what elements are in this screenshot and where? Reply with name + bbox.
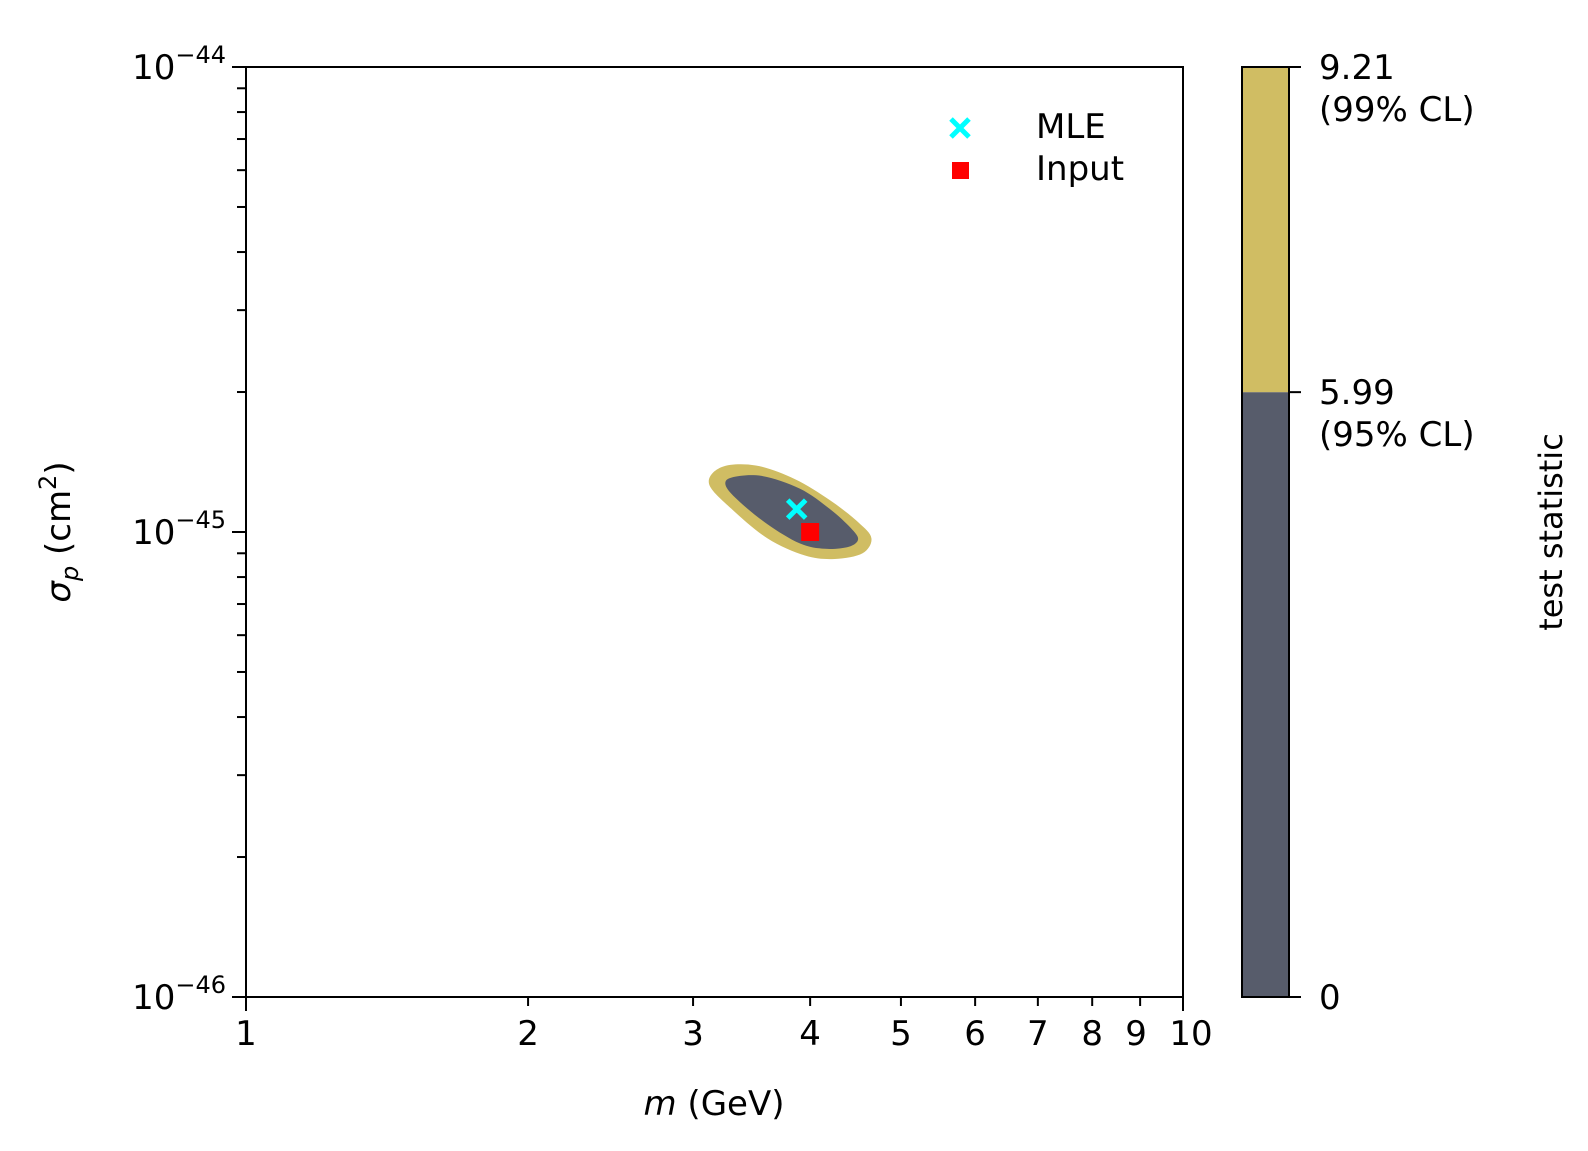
legend-mle-marker xyxy=(949,117,971,139)
colorbar-tick-note: (95% CL) xyxy=(1319,415,1475,455)
plot-area xyxy=(708,464,872,560)
x-axis-label: m (GeV) xyxy=(644,1084,785,1124)
point-mle-marker xyxy=(785,498,808,520)
x-tick-label: 5 xyxy=(890,1014,912,1054)
colorbar: 0 5.99(95% CL) 9.21(99% CL) xyxy=(1242,48,1475,1018)
x-tick-label: 2 xyxy=(517,1014,539,1054)
point-input-marker xyxy=(801,523,820,541)
legend-input-marker xyxy=(952,162,969,179)
colorbar-segment-1 xyxy=(1242,67,1289,393)
x-tick-label: 4 xyxy=(799,1014,821,1054)
legend: MLE Input xyxy=(949,107,1124,189)
colorbar-tick-label: 0 xyxy=(1319,978,1341,1018)
y-axis: 10−46 10−45 10−44 xyxy=(132,41,246,1018)
colorbar-tick-label: 5.99 xyxy=(1319,373,1395,413)
x-tick-label: 6 xyxy=(964,1014,986,1054)
legend-label-input: Input xyxy=(1036,149,1124,189)
y-tick-label: 10−45 xyxy=(132,506,226,553)
colorbar-frame xyxy=(1241,66,1290,998)
legend-entry-input: Input xyxy=(952,149,1124,189)
legend-entry-mle: MLE xyxy=(949,107,1106,147)
colorbar-tick-label: 9.21 xyxy=(1319,48,1395,88)
colorbar-segment-0 xyxy=(1242,392,1289,997)
x-tick-label: 9 xyxy=(1125,1014,1147,1054)
x-tick-label: 8 xyxy=(1081,1014,1103,1054)
legend-label-mle: MLE xyxy=(1036,107,1106,147)
colorbar-label: test statistic xyxy=(1532,433,1570,631)
x-tick-label: 10 xyxy=(1169,1014,1212,1054)
y-tick-label: 10−44 xyxy=(132,41,226,88)
colorbar-tick-note: (99% CL) xyxy=(1319,90,1475,130)
x-tick-label: 3 xyxy=(682,1014,704,1054)
x-tick-label: 7 xyxy=(1027,1014,1049,1054)
y-axis-label: σp (cm2) xyxy=(34,461,84,602)
y-tick-label: 10−46 xyxy=(132,971,226,1018)
x-axis: 1 2 3 4 5 6 7 8 9 10 xyxy=(235,997,1213,1054)
x-tick-label: 1 xyxy=(235,1014,257,1054)
plot-frame xyxy=(245,66,1184,998)
